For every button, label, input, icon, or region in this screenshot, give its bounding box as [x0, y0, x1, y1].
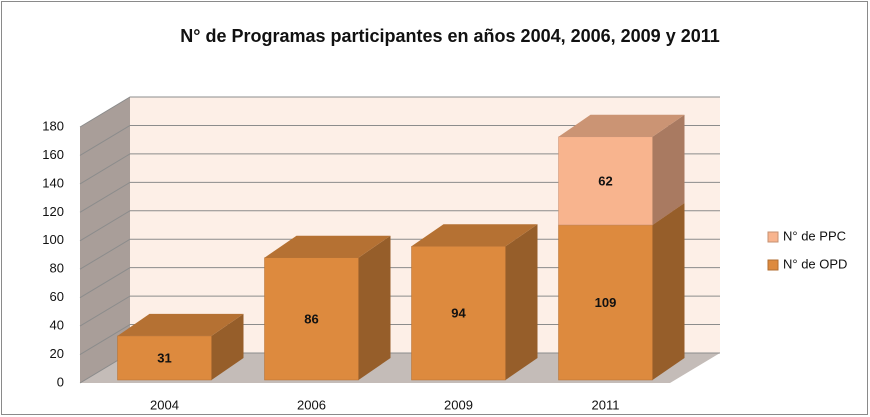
bar-top — [117, 313, 244, 336]
y-tick-label: 0 — [57, 374, 64, 389]
legend-swatch — [767, 259, 779, 271]
side-wall — [80, 97, 130, 383]
legend-label: N° de PPC — [783, 228, 846, 243]
bar-side — [211, 313, 244, 380]
chart-title: N° de Programas participantes en años 20… — [180, 26, 720, 46]
grid-line — [79, 181, 720, 213]
x-tick-label: 2006 — [297, 397, 326, 412]
grid-line — [79, 153, 720, 185]
bar-side — [652, 114, 685, 225]
x-tick-label: 2004 — [150, 397, 179, 412]
y-tick-label: 60 — [50, 289, 64, 304]
y-tick-label: 40 — [50, 318, 64, 333]
y-tick-label: 180 — [42, 118, 64, 133]
legend-label: N° de OPD — [783, 256, 847, 271]
data-label: 94 — [451, 306, 466, 321]
y-tick-label: 120 — [42, 204, 64, 219]
y-tick-label: 80 — [50, 261, 64, 276]
grid-line — [79, 96, 720, 128]
bar — [411, 246, 506, 381]
legend-swatch — [767, 231, 779, 243]
bar — [264, 257, 359, 381]
data-label: 62 — [598, 173, 612, 188]
x-tick-label: 2009 — [444, 397, 473, 412]
bar-top — [264, 235, 391, 258]
bar-side — [358, 235, 391, 380]
y-tick-label: 100 — [42, 232, 64, 247]
y-tick-label: 140 — [42, 175, 64, 190]
bar-top — [411, 224, 538, 247]
x-tick-label: 2011 — [592, 397, 620, 412]
y-tick-label: 20 — [50, 346, 64, 361]
bar — [117, 335, 212, 381]
grid-line — [79, 124, 720, 156]
data-label: 86 — [304, 311, 318, 326]
bar — [558, 224, 653, 381]
bar-top — [558, 114, 685, 137]
y-tick-label: 160 — [42, 147, 64, 162]
bar-side — [652, 202, 685, 380]
grid-line — [79, 210, 720, 242]
bar-side — [505, 224, 538, 380]
data-label: 109 — [595, 295, 617, 310]
data-label: 31 — [157, 350, 171, 365]
